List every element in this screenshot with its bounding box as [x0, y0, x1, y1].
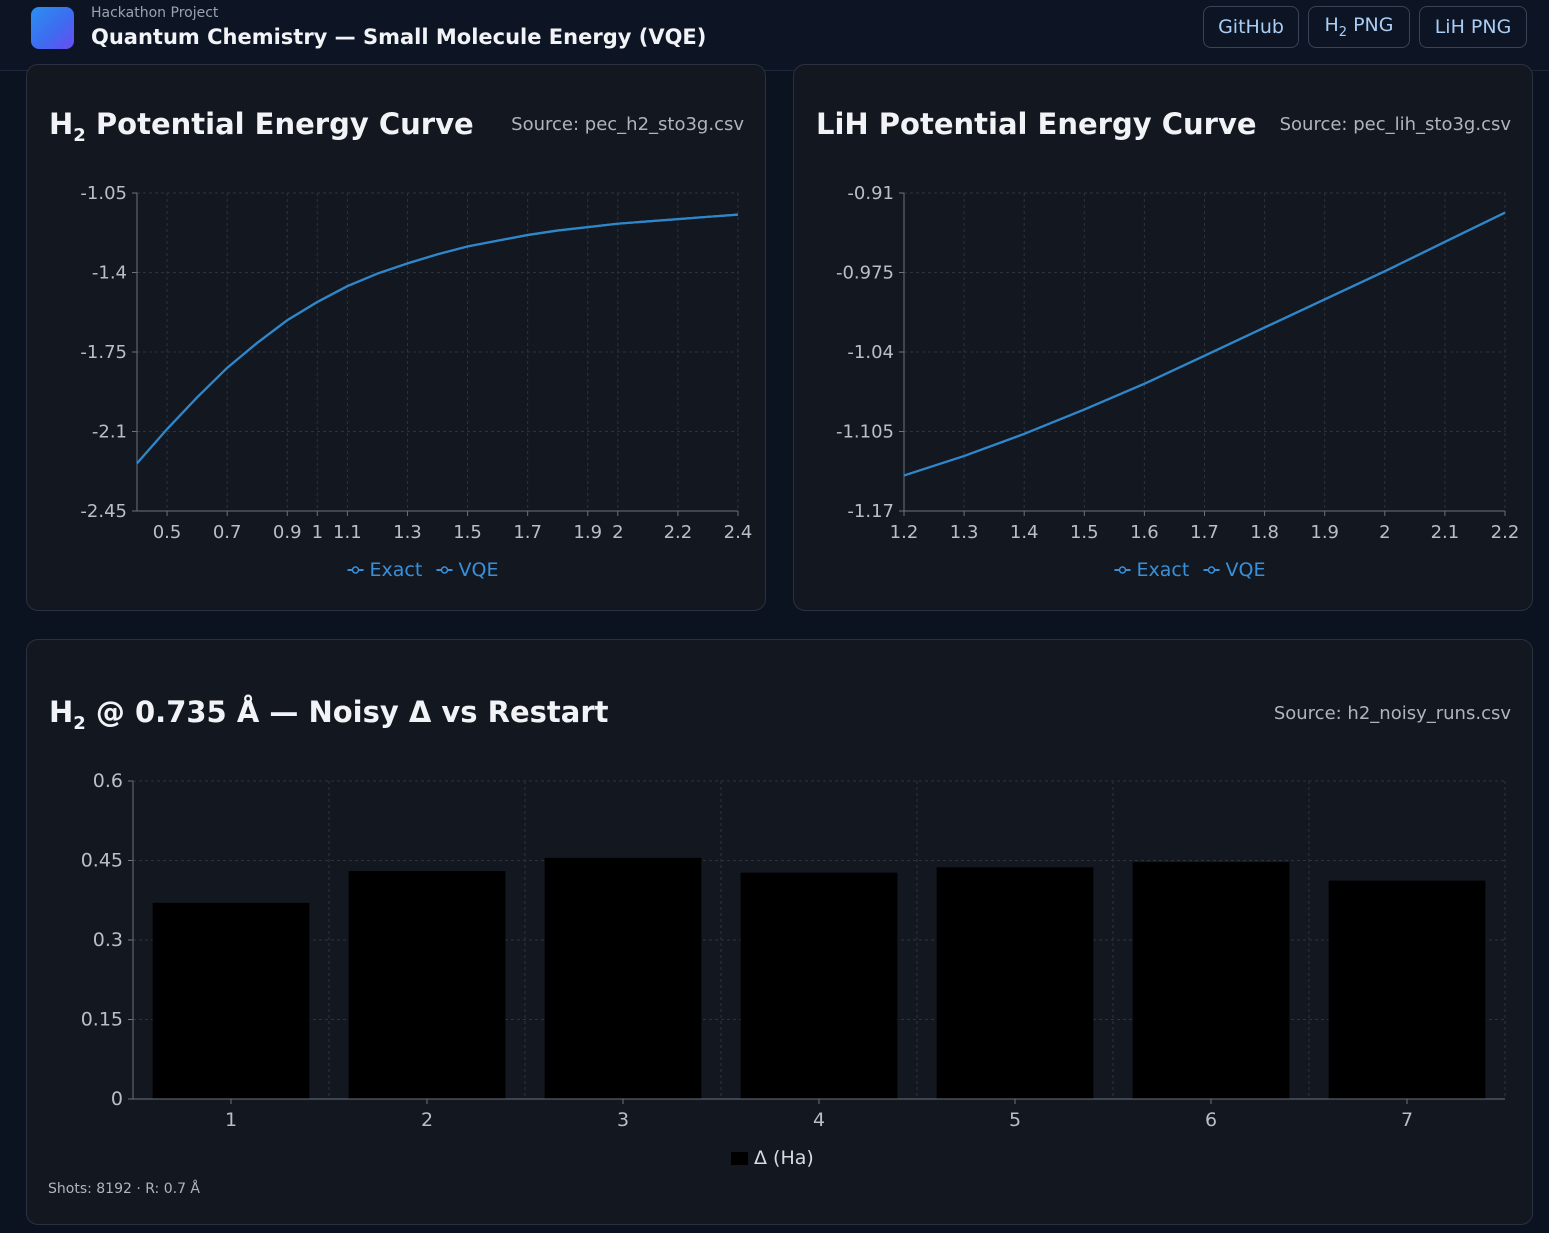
lih-xtick-label: 1.6 — [1130, 522, 1159, 543]
h2-legend-exact-marker — [351, 566, 360, 574]
lih-legend-vqe-label: VQE — [1226, 559, 1266, 581]
h2-ytick-label: -1.75 — [80, 342, 127, 363]
bar-legend-swatch — [731, 1152, 748, 1165]
bar-xtick-label: 3 — [617, 1109, 629, 1131]
bar-5 — [936, 867, 1094, 1099]
lih-png-button[interactable]: LiH PNG — [1419, 6, 1527, 48]
lih-xtick-label: 1.3 — [950, 522, 979, 543]
bar-ytick-label: 0.15 — [81, 1009, 123, 1031]
h2-legend-vqe-marker — [440, 566, 449, 574]
lih-xtick-label: 1.2 — [890, 522, 919, 543]
lih-xtick-label: 1.4 — [1010, 522, 1039, 543]
bar-legend-label: Δ (Ha) — [754, 1147, 814, 1169]
bar-ytick-label: 0.6 — [93, 770, 123, 792]
bar-ytick-label: 0.45 — [81, 850, 123, 872]
h2-series-vqe — [136, 213, 739, 465]
bar-3 — [544, 857, 702, 1099]
lih-png-button-label: LiH PNG — [1434, 16, 1512, 38]
bar-ytick-label: 0.3 — [93, 929, 123, 951]
lih-curve-source: Source: pec_lih_sto3g.csv — [1279, 114, 1511, 135]
bar-xtick-label: 2 — [421, 1109, 433, 1131]
lih-ytick-label: -1.17 — [847, 501, 894, 522]
lih-xtick-label: 2.1 — [1431, 522, 1460, 543]
h2-curve-title: H2 Potential Energy Curve — [49, 107, 474, 146]
h2-xtick-label: 0.7 — [213, 522, 242, 543]
lih-xtick-label: 2.2 — [1491, 522, 1520, 543]
h2-png-button-label: H2 PNG — [1324, 14, 1394, 40]
app-title: Quantum Chemistry — Small Molecule Energ… — [91, 25, 707, 49]
bar-7 — [1328, 880, 1486, 1099]
bar-1 — [152, 902, 310, 1099]
noisy-runs-source: Source: h2_noisy_runs.csv — [1273, 703, 1511, 724]
lih-legend-exact-marker — [1118, 566, 1127, 574]
noisy-runs-card: H2 @ 0.735 Å — Noisy Δ vs Restart Source… — [26, 639, 1533, 1225]
bar-xtick-label: 7 — [1401, 1109, 1413, 1131]
lih-ytick-label: -0.91 — [847, 183, 894, 204]
bar-6 — [1132, 862, 1290, 1099]
h2-ytick-label: -1.4 — [92, 263, 127, 284]
bar-2 — [348, 871, 506, 1099]
shots-footnote: Shots: 8192 · R: 0.7 Å — [48, 1181, 201, 1197]
h2-png-button[interactable]: H2 PNG — [1308, 6, 1410, 48]
lih-xtick-label: 1.9 — [1310, 522, 1339, 543]
h2-ytick-label: -1.05 — [80, 183, 127, 204]
h2-xtick-label: 1.5 — [453, 522, 482, 543]
lih-ytick-label: -0.975 — [836, 263, 894, 284]
h2-xtick-label: 2.2 — [664, 522, 693, 543]
h2-curve-chart: 0.5 0.7 0.9 1 1.1 1.3 1.5 1.7 1.9 2 2.2 2.4 -1.05 -1.… — [80, 183, 753, 581]
h2-xtick-label: 1.3 — [393, 522, 422, 543]
h2-curve-source: Source: pec_h2_sto3g.csv — [511, 114, 744, 135]
lih-xtick-label: 2 — [1379, 522, 1390, 543]
lih-legend-exact-label: Exact — [1137, 559, 1190, 581]
h2-xtick-label: 2.4 — [724, 522, 753, 543]
top-bar: Hackathon Project Quantum Chemistry — Sm… — [0, 0, 1549, 71]
bar-xtick-label: 4 — [813, 1109, 825, 1131]
github-button-label: GitHub — [1218, 16, 1284, 38]
app-subtitle: Hackathon Project — [91, 5, 219, 21]
noisy-runs-chart: 0.6 0.45 0.3 0.15 0 1 2 3 4 5 6 7 Δ (Ha) — [81, 770, 1506, 1169]
lih-ytick-label: -1.04 — [847, 342, 894, 363]
lih-curve-chart: 1.2 1.3 1.4 1.5 1.6 1.7 1.8 1.9 2 2.1 2.2 -0.91 -0.9… — [836, 183, 1520, 581]
bar-4 — [740, 872, 898, 1099]
h2-xtick-label: 1.1 — [333, 522, 362, 543]
lih-xtick-label: 1.5 — [1070, 522, 1099, 543]
app-logo — [31, 7, 74, 49]
bar-xtick-label: 1 — [225, 1109, 237, 1131]
lih-ytick-label: -1.105 — [836, 422, 894, 443]
noisy-runs-title: H2 @ 0.735 Å — Noisy Δ vs Restart — [49, 695, 609, 734]
lih-legend-vqe-marker — [1207, 566, 1216, 574]
lih-curve-card: LiH Potential Energy Curve Source: pec_l… — [793, 64, 1533, 611]
h2-xtick-label: 2 — [612, 522, 623, 543]
h2-ytick-label: -2.45 — [80, 501, 127, 522]
h2-xtick-label: 1.7 — [513, 522, 542, 543]
lih-series-vqe — [903, 211, 1506, 477]
h2-ytick-label: -2.1 — [92, 422, 127, 443]
h2-xtick-label: 0.5 — [153, 522, 182, 543]
lih-curve-title: LiH Potential Energy Curve — [816, 107, 1257, 141]
h2-legend-exact-label: Exact — [370, 559, 423, 581]
h2-xtick-label: 1 — [312, 522, 323, 543]
lih-xtick-label: 1.7 — [1190, 522, 1219, 543]
github-button[interactable]: GitHub — [1203, 6, 1299, 48]
bar-xtick-label: 5 — [1009, 1109, 1021, 1131]
bar-ytick-label: 0 — [111, 1088, 123, 1110]
h2-legend-vqe-label: VQE — [459, 559, 499, 581]
h2-xtick-label: 1.9 — [573, 522, 602, 543]
lih-xtick-label: 1.8 — [1250, 522, 1279, 543]
bar-xtick-label: 6 — [1205, 1109, 1217, 1131]
h2-curve-card: H2 Potential Energy Curve Source: pec_h2… — [26, 64, 766, 611]
h2-xtick-label: 0.9 — [273, 522, 302, 543]
